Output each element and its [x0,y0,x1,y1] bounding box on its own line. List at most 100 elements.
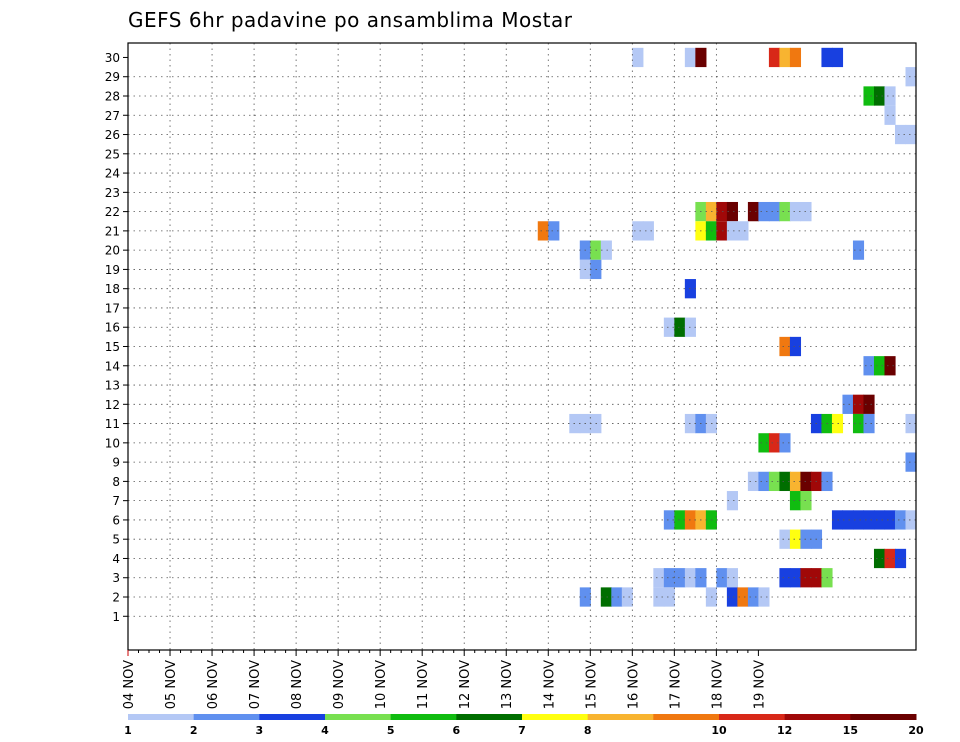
colorbar-label: 12 [777,724,792,737]
colorbar: 1 2 3 4 5 6 7 8 10 12 15 20 [124,714,924,737]
heat-cell [905,413,917,434]
heat-cell [758,433,770,453]
heat-cell [737,221,749,241]
heat-cell [852,394,865,414]
x-tick-label: 09 NOV [332,660,347,709]
heat-cell [789,47,802,68]
heat-cell [726,491,738,511]
heat-cell [894,510,907,530]
x-tick-label: 15 NOV [584,660,599,709]
x-tick-label: 16 NOV [626,660,641,709]
y-tick-label: 5 [112,533,120,547]
heat-cell [905,67,917,87]
heat-cell [663,317,675,337]
colorbar-label: 15 [843,724,858,737]
heat-cell [747,201,759,222]
heat-cell [905,452,917,472]
x-tick-label: 19 NOV [752,660,767,709]
heat-cell [789,336,802,357]
heat-cell [674,568,686,588]
axes [123,42,917,656]
y-tick-label: 11 [105,417,120,431]
heat-cell [779,336,791,357]
heat-cell [663,568,675,588]
heat-cell [768,433,781,453]
heat-cell [842,510,854,530]
heat-cell [873,548,886,569]
heat-cell [663,510,675,530]
heat-cell [884,356,896,376]
y-tick-label: 8 [112,475,120,489]
y-tick-label: 9 [112,456,120,470]
heat-cell [779,568,791,588]
colorbar-swatch [259,714,326,720]
y-tick-label: 28 [105,89,120,103]
colorbar-label: 10 [711,724,727,737]
heat-cell [537,221,549,241]
heat-cell [779,47,791,68]
colorbar-label: 8 [584,724,592,737]
colorbar-swatch [456,714,523,720]
y-tick-label: 26 [105,128,120,142]
heat-cell [632,221,644,241]
heat-cell [863,510,875,530]
heat-cell [674,317,686,337]
heat-cell [852,413,865,434]
x-tick-label: 11 NOV [416,660,431,709]
colorbar-swatch [653,714,720,720]
heat-cell [747,471,759,492]
heat-cell [548,221,560,241]
x-tick-label: 14 NOV [542,660,557,709]
heat-cell [884,548,896,569]
y-tick-label: 21 [105,224,120,238]
heat-cell [884,105,896,125]
heat-cell [674,510,686,530]
heat-cell [726,221,738,241]
x-tick-label: 04 NOV [122,660,137,709]
colorbar-swatch [719,714,786,720]
y-tick-label: 15 [105,340,120,354]
y-tick-label: 22 [105,205,120,219]
heat-cell [758,201,770,222]
heat-cell [863,413,875,434]
chart-title: GEFS 6hr padavine po ansamblima Mostar [128,8,573,32]
colorbar-label: 4 [321,724,329,737]
heat-cell [632,47,644,68]
x-tick-label: 17 NOV [668,660,683,709]
heat-cell [726,201,738,222]
x-tick-label: 06 NOV [206,660,221,709]
colorbar-label: 2 [190,724,198,737]
y-tick-label: 12 [105,398,120,412]
y-tick-label: 29 [105,70,120,84]
y-tick-label: 17 [105,301,120,315]
colorbar-label: 20 [908,724,924,737]
heat-cell [653,568,665,588]
heat-cell [779,433,791,453]
heat-cell [905,510,917,530]
colorbar-label: 5 [387,724,395,737]
heat-cell [611,587,623,607]
heat-cell [779,201,791,222]
heat-cell [863,86,875,106]
x-tick-label: 08 NOV [290,660,305,709]
y-tick-label: 23 [105,186,120,200]
heat-cell [779,529,791,549]
colorbar-swatch [850,714,917,720]
heat-cell [863,356,875,376]
heat-cell [852,240,865,260]
heat-cell [642,221,654,241]
heat-cell [726,587,738,607]
colorbar-label: 6 [453,724,461,737]
colorbar-label: 3 [256,724,264,737]
heat-cell [716,568,728,588]
heat-cell [747,587,759,607]
y-tick-label: 3 [112,571,120,585]
heat-cell [873,356,886,376]
heat-cell [873,86,886,106]
grid-lines [128,43,916,650]
y-tick-label: 10 [105,436,120,450]
x-tick-label: 18 NOV [710,660,725,709]
y-tick-label: 19 [105,263,120,277]
heat-cell [726,568,738,588]
